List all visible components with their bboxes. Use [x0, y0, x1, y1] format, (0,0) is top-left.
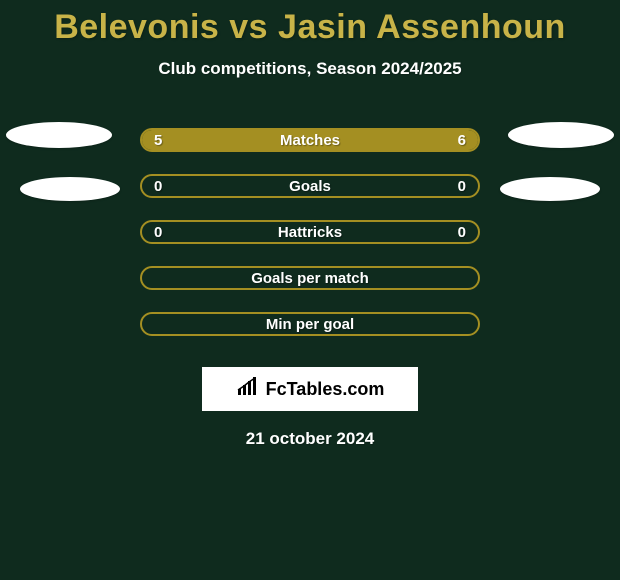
stat-bar: 00Hattricks	[140, 220, 480, 244]
stat-bar: 56Matches	[140, 128, 480, 152]
stat-row: 00Hattricks	[0, 209, 620, 255]
stat-label: Min per goal	[142, 316, 478, 333]
stat-bar: Min per goal	[140, 312, 480, 336]
stat-row: Goals per match	[0, 255, 620, 301]
stat-bar: Goals per match	[140, 266, 480, 290]
page-subtitle: Club competitions, Season 2024/2025	[0, 59, 620, 79]
stat-row: 56Matches	[0, 117, 620, 163]
stat-label: Goals per match	[142, 270, 478, 287]
stat-row: Min per goal	[0, 301, 620, 347]
chart-icon	[236, 377, 262, 402]
brand-box: FcTables.com	[202, 367, 418, 411]
brand-label: FcTables.com	[266, 379, 385, 400]
stat-label: Matches	[142, 132, 478, 149]
stat-rows: 56Matches 00Goals 00Hattricks Goals per mat…	[0, 117, 620, 347]
stat-bar: 00Goals	[140, 174, 480, 198]
date-label: 21 october 2024	[0, 429, 620, 449]
stat-row: 00Goals	[0, 163, 620, 209]
stat-label: Goals	[142, 178, 478, 195]
page-title: Belevonis vs Jasin Assenhoun	[0, 0, 620, 47]
stat-label: Hattricks	[142, 224, 478, 241]
